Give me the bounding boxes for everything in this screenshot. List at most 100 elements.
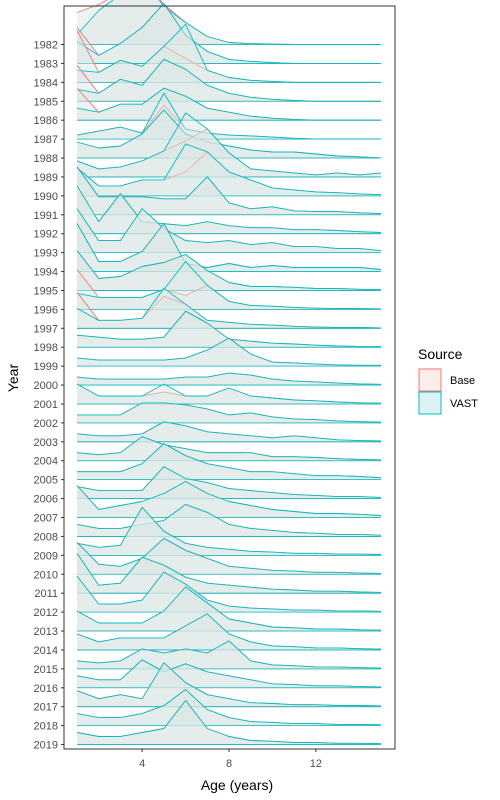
y-tick-label-2016: 2016 [34,683,58,695]
x-tick-label-12: 12 [310,758,322,770]
y-tick-label-2007: 2007 [34,513,58,525]
y-tick-label-1998: 1998 [34,342,58,354]
ridge-area-vast-2002 [77,402,381,423]
y-tick-label-1999: 1999 [34,361,58,373]
y-tick-label-2003: 2003 [34,437,58,449]
ridge-year-2013 [76,586,382,632]
ridge-line-vast-2015 [76,640,382,669]
ridge-area-vast-2013 [77,587,381,631]
ridge-area-vast-2019 [77,700,381,745]
ridge-area-vast-1994 [77,223,381,272]
ridge-year-2011 [76,552,382,594]
ridge-year-2000 [76,372,382,386]
y-tick-label-2008: 2008 [34,531,58,543]
y-tick-label-1982: 1982 [34,40,58,52]
y-axis: 1982 1983 1984 1985 1986 1987 1988 1989 1990 1991… [34,40,64,752]
ridge-line-vast-2000 [76,372,382,385]
ridges-layer [76,0,382,745]
x-axis: 4 8 12 [139,749,322,770]
ridge-area-vast-1991 [77,166,381,215]
ridge-line-vast-2007 [76,481,382,516]
ridge-area-vast-1997 [77,288,381,329]
ridge-year-2003 [76,421,382,443]
ridge-line-vast-2013 [76,586,382,631]
ridge-area-vast-1983 [77,3,381,64]
ridge-area-vast-2017 [77,662,381,707]
ridge-year-1999 [76,337,381,367]
ridge-line-vast-2018 [76,689,382,726]
x-tick-label-8: 8 [226,758,232,770]
ridge-year-2009 [76,506,382,556]
legend-key-vast [418,391,442,415]
ridge-line-vast-2002 [77,402,382,423]
legend-key-base [418,368,442,392]
ridge-year-2006 [76,466,382,499]
y-axis-title: Year [5,364,21,393]
ridge-line-vast-1995 [76,250,382,291]
ridge-line-vast-2017 [76,662,382,707]
ridge-line-vast-2001 [76,383,382,404]
y-tick-label-1993: 1993 [34,248,58,260]
legend-title: Source [418,346,463,362]
y-tick-label-1985: 1985 [34,96,58,108]
y-tick-label-1983: 1983 [34,58,58,70]
ridge-area-vast-2012 [77,572,381,613]
ridge-area-vast-2014 [77,613,381,650]
ridge-area-vast-1984 [77,24,381,83]
y-tick-label-1984: 1984 [34,77,58,89]
ridge-year-2018 [76,689,382,727]
y-tick-label-1989: 1989 [34,172,58,184]
ridge-area-vast-2007 [77,481,381,518]
ridge-line-vast-2016 [76,659,382,688]
ridge-year-1997 [76,287,382,329]
y-tick-label-2011: 2011 [34,588,58,600]
y-tick-label-2014: 2014 [34,645,58,657]
y-tick-label-2009: 2009 [34,550,58,562]
ridge-area-vast-2000 [77,373,381,386]
ridge-area-vast-1992 [77,185,381,234]
y-tick-label-2015: 2015 [34,664,58,676]
ridge-area-vast-1990 [77,143,381,196]
legend-label-vast: VAST [450,398,478,410]
ridge-area-vast-2011 [77,553,381,594]
ridge-line-vast-1991 [76,166,382,215]
ridge-year-2019 [76,700,382,745]
ridge-line-vast-1999 [76,337,381,366]
y-tick-label-1995: 1995 [34,285,58,297]
ridge-line-vast-2006 [76,466,382,498]
ridge-line-vast-2019 [76,700,382,745]
y-tick-label-2010: 2010 [34,569,58,581]
ridge-area-vast-2018 [77,689,381,726]
y-tick-label-1988: 1988 [34,153,58,165]
y-tick-label-1997: 1997 [34,323,58,335]
y-tick-label-2019: 2019 [34,740,58,752]
ridge-year-1995 [76,250,382,291]
ridge-year-2005 [77,443,382,481]
ridge-line-vast-2011 [76,552,382,593]
ridge-line-vast-1992 [76,185,382,233]
ridge-year-1989 [76,112,382,178]
ridge-area-vast-2006 [77,466,381,499]
y-tick-label-1994: 1994 [34,267,58,279]
ridge-line-vast-1990 [76,143,382,196]
ridge-line-vast-2009 [76,506,382,555]
legend: Source Base VAST [418,346,478,415]
ridge-year-2015 [76,640,382,670]
ridge-area-vast-2015 [77,640,381,669]
y-tick-label-2002: 2002 [34,418,58,430]
ridge-year-2001 [76,383,382,405]
ridge-line-vast-1994 [76,223,382,270]
y-tick-label-1992: 1992 [34,229,58,241]
y-tick-label-1987: 1987 [34,134,58,146]
y-tick-label-1990: 1990 [34,191,58,203]
ridge-area-vast-2005 [77,443,381,480]
y-tick-label-2001: 2001 [34,399,58,411]
y-tick-label-2018: 2018 [34,721,58,733]
ridge-line-vast-2012 [76,571,382,612]
ridge-area-vast-1999 [77,338,381,367]
y-tick-label-2005: 2005 [34,475,58,487]
ridge-line-vast-1988 [76,109,382,159]
y-tick-label-2017: 2017 [34,702,58,714]
ridge-year-1983 [76,2,381,64]
y-tick-label-2012: 2012 [34,607,58,619]
